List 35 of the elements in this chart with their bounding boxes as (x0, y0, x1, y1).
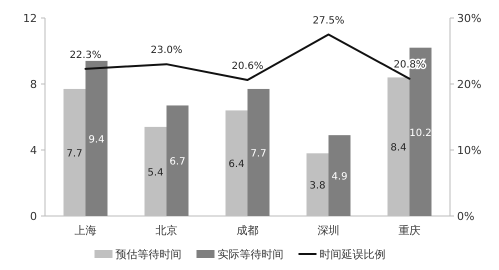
data-label: 7.7 (66, 148, 82, 160)
y2-tick-label: 30% (457, 12, 482, 25)
legend-label: 实际等待时间 (218, 248, 284, 261)
y2-tick-label: 0% (457, 210, 474, 223)
data-label: 9.4 (88, 134, 104, 146)
x-tick-label: 成都 (236, 224, 258, 237)
legend-label: 预估等待时间 (116, 248, 182, 261)
legend-label: 时间延误比例 (320, 248, 386, 261)
y-tick-label: 12 (23, 12, 37, 25)
x-tick-label: 重庆 (398, 224, 420, 237)
data-label: 22.3% (70, 50, 102, 61)
x-tick-label: 深圳 (318, 224, 340, 237)
x-tick-label: 上海 (74, 224, 96, 237)
data-label: 23.0% (150, 45, 182, 56)
data-label: 27.5% (312, 16, 344, 26)
data-label: 10.2 (409, 128, 432, 139)
y-tick-label: 0 (30, 210, 37, 223)
data-label: 5.4 (148, 167, 164, 178)
data-label: 3.8 (310, 180, 326, 192)
bar (328, 135, 350, 216)
data-label: 20.8% (394, 60, 426, 71)
y2-tick-label: 20% (457, 78, 482, 91)
bar (166, 105, 188, 216)
y2-tick-label: 10% (457, 144, 482, 157)
y-tick-label: 8 (30, 78, 37, 91)
y-tick-label: 4 (30, 144, 37, 157)
data-label: 8.4 (390, 142, 406, 154)
data-label: 20.6% (232, 61, 264, 72)
x-tick-label: 北京 (156, 224, 178, 237)
bar (86, 60, 108, 216)
data-label: 4.9 (332, 172, 348, 183)
data-label: 6.4 (228, 159, 244, 170)
data-label: 6.7 (170, 156, 186, 168)
bar (248, 88, 270, 216)
data-label: 7.7 (250, 148, 266, 160)
